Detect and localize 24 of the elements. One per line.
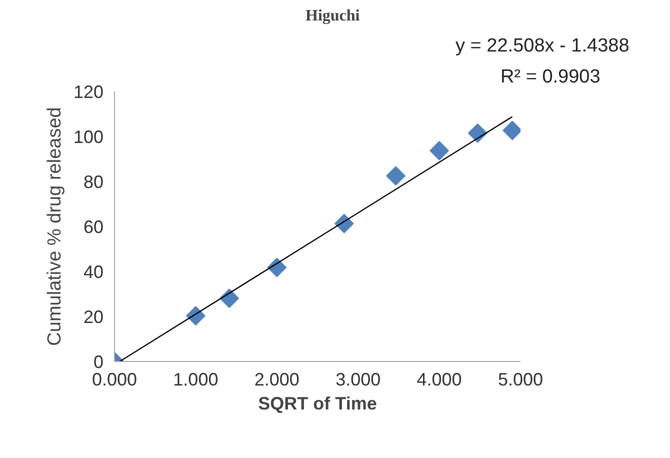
x-tick-label: 3.000 (336, 370, 381, 390)
x-tick-label: 0.000 (92, 370, 138, 390)
y-tick-label: 0 (93, 352, 104, 372)
x-axis-title: SQRT of Time (258, 394, 377, 414)
x-tick-label: 2.000 (254, 370, 300, 390)
text: y = 22.508x - 1.4388 (456, 36, 630, 56)
point (386, 166, 406, 186)
point (468, 123, 488, 143)
point (186, 306, 206, 326)
point (334, 214, 354, 234)
x-tick-label: 1.000 (173, 370, 218, 390)
chart-title: Higuchi (306, 8, 360, 24)
y-tick-label: 120 (73, 82, 104, 102)
point (430, 140, 449, 160)
x-tick-label: 4.000 (416, 370, 462, 390)
y-tick-label: 40 (83, 262, 104, 282)
point (267, 258, 287, 278)
text: R² = 0.9903 (500, 66, 600, 88)
y-tick-label: 80 (83, 172, 104, 192)
y-tick-label: 100 (73, 127, 104, 147)
y-tick-label: 60 (83, 217, 104, 237)
x-tick-label: 5.000 (498, 370, 544, 390)
y-tick-label: 20 (83, 307, 104, 327)
y-axis-title: Cumulative % drug released (44, 107, 66, 346)
